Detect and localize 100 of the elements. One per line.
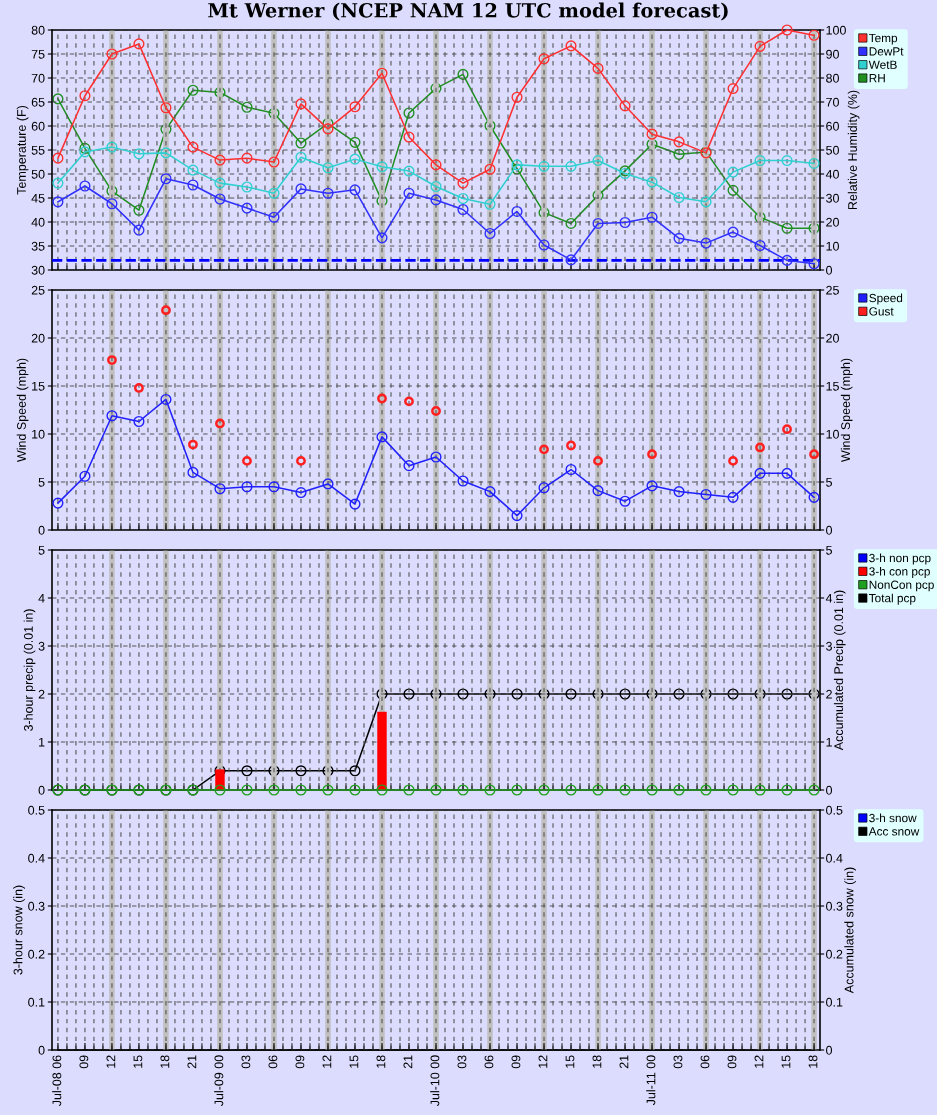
legend-label: DewPt: [869, 47, 904, 56]
y-tick-label: 55: [31, 145, 45, 155]
y-tick-label: 75: [31, 49, 45, 59]
x-tick-label: 21: [187, 1055, 197, 1069]
y-tick-label: 70: [31, 73, 45, 83]
x-tick-label: 18: [592, 1055, 602, 1068]
y2-tick-label: 0.4: [826, 853, 843, 863]
y2-tick-label: 25: [826, 285, 839, 295]
x-tick-label: 15: [565, 1055, 575, 1068]
y2-tick-label: 5: [826, 477, 832, 487]
x-tick-label: 09: [295, 1055, 305, 1069]
x-tick-label: Jul-11 00: [646, 1055, 656, 1106]
x-tick-label: 12: [322, 1055, 332, 1068]
y-tick-label: 35: [31, 241, 45, 251]
y2-axis-title: Accumulated Precip (0.01 in): [833, 590, 846, 751]
y-tick-label: 45: [31, 193, 45, 203]
y2-tick-label: 0: [826, 785, 833, 795]
y2-tick-label: 0.1: [826, 997, 843, 1007]
y2-axis-title: Accumulated snow (in): [844, 867, 856, 994]
legend-label: Temp: [868, 33, 898, 45]
x-tick-label: 06: [268, 1055, 278, 1069]
y2-tick-label: 50: [826, 145, 839, 155]
y-axis-title: 3-hour precip (0.01 in): [23, 609, 36, 732]
x-tick-label: 03: [673, 1055, 683, 1069]
y2-tick-label: 0: [826, 265, 833, 275]
y-tick-label: 4: [38, 593, 45, 603]
x-tick-label: 21: [619, 1055, 629, 1069]
y2-tick-label: 0: [826, 525, 833, 535]
y2-tick-label: 30: [826, 193, 839, 203]
y-tick-label: 3: [38, 641, 45, 651]
y-tick-label: 50: [31, 169, 45, 179]
y2-tick-label: 20: [826, 333, 839, 343]
legend-label: 3-h snow: [869, 813, 917, 823]
x-tick-label: 12: [106, 1055, 116, 1068]
y2-tick-label: 0.3: [826, 901, 843, 911]
y-tick-label: 40: [31, 217, 45, 227]
x-tick-label: 09: [511, 1055, 521, 1069]
legend-label: Gust: [869, 307, 894, 316]
y-axis-title: Wind Speed (mph): [16, 358, 29, 463]
legend-label: Acc snow: [868, 827, 920, 836]
y-tick-label: 0.4: [28, 853, 45, 863]
legend-label: RH: [869, 74, 885, 83]
y-tick-label: 60: [31, 121, 45, 131]
legend-label: 3-h con pcp: [869, 566, 930, 578]
x-tick-label: 12: [754, 1055, 764, 1068]
y2-tick-label: 20: [826, 217, 839, 227]
x-tick-label: 12: [538, 1055, 548, 1068]
y2-tick-label: 0: [826, 1045, 833, 1055]
legend-label: NonCon pcp: [869, 580, 934, 592]
y2-axis-title: Relative Humidity (%): [847, 90, 860, 210]
y2-tick-label: 2: [826, 689, 832, 699]
y2-tick-label: 1: [826, 737, 832, 747]
legend-label: WetB: [868, 60, 897, 69]
x-tick-label: 15: [349, 1055, 359, 1068]
x-tick-label: 18: [376, 1055, 386, 1068]
y2-tick-label: 0.5: [826, 805, 843, 815]
x-tick-label: 03: [241, 1055, 251, 1069]
x-tick-label: 06: [700, 1055, 710, 1069]
y2-tick-label: 100: [826, 25, 846, 35]
y-tick-label: 0: [38, 785, 45, 795]
y2-axis-title: Wind Speed (mph): [840, 358, 853, 463]
y-tick-label: 0.5: [28, 805, 45, 815]
y-tick-label: 1: [39, 737, 45, 747]
y2-tick-label: 80: [826, 73, 839, 83]
y-tick-label: 2: [38, 689, 45, 699]
x-tick-label: 18: [808, 1055, 818, 1068]
x-tick-label: Jul-09 00: [214, 1055, 224, 1107]
y-tick-label: 5: [38, 545, 45, 555]
y2-tick-label: 4: [825, 593, 833, 603]
y-tick-label: 0.3: [28, 901, 45, 911]
legend-label: Speed: [869, 293, 903, 305]
y-tick-label: 65: [31, 97, 45, 107]
x-tick-label: 06: [484, 1055, 494, 1069]
y-tick-label: 20: [31, 333, 45, 343]
y-tick-label: 0: [38, 1045, 45, 1055]
y-tick-label: 0: [38, 525, 45, 535]
y2-tick-label: 10: [826, 429, 839, 439]
chart-title: Mt Werner (NCEP NAM 12 UTC model forecast): [208, 2, 728, 21]
y-tick-label: 0.1: [28, 997, 45, 1007]
y2-tick-label: 90: [826, 49, 839, 59]
y-tick-label: 30: [31, 265, 45, 275]
x-tick-label: Jul-08 06: [52, 1055, 62, 1107]
y2-tick-label: 10: [826, 241, 839, 251]
legend-label: Total pcp: [868, 593, 916, 605]
y-tick-label: 5: [38, 477, 45, 487]
x-tick-label: 09: [79, 1055, 89, 1069]
x-tick-label: 09: [727, 1055, 737, 1069]
y2-tick-label: 15: [826, 381, 839, 391]
y-axis-title: 3-hour snow (in): [13, 885, 25, 975]
y-tick-label: 80: [31, 25, 45, 35]
y2-tick-label: 70: [826, 97, 839, 107]
y2-tick-label: 60: [826, 121, 839, 131]
legend-label: 3-h non pcp: [869, 553, 931, 565]
y2-tick-label: 0.2: [826, 949, 843, 959]
x-tick-label: 18: [160, 1055, 170, 1068]
y2-tick-label: 5: [826, 545, 832, 555]
y2-tick-label: 40: [825, 169, 839, 179]
x-tick-label: 15: [133, 1055, 143, 1068]
y-tick-label: 10: [32, 429, 45, 439]
y2-tick-label: 3: [826, 641, 832, 651]
